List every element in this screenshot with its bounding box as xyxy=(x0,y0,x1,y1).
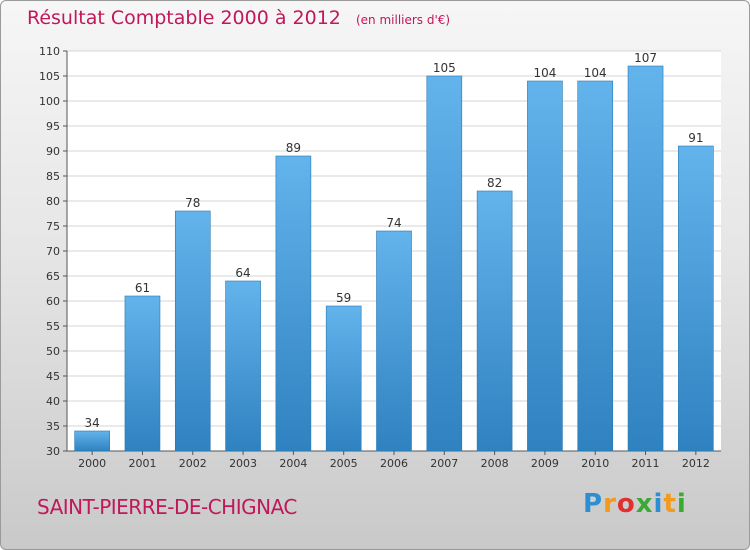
chart-unit: (en milliers d'€) xyxy=(355,13,451,27)
x-tick-label: 2001 xyxy=(128,457,156,470)
y-tick-label: 45 xyxy=(46,370,60,383)
y-tick-label: 55 xyxy=(46,320,60,333)
bar-value-label: 104 xyxy=(584,66,607,80)
y-tick-label: 40 xyxy=(46,395,60,408)
y-tick-label: 105 xyxy=(39,70,60,83)
bar xyxy=(124,295,161,452)
bar xyxy=(275,155,312,452)
y-tick-label: 95 xyxy=(46,120,60,133)
bar xyxy=(678,145,714,452)
bar xyxy=(225,280,261,452)
x-tick-label: 2002 xyxy=(179,457,207,470)
bar-value-label: 105 xyxy=(433,61,456,75)
bar-value-label: 74 xyxy=(386,216,401,230)
x-tick-label: 2000 xyxy=(78,457,106,470)
x-tick-label: 2005 xyxy=(330,457,358,470)
logo-letter: r xyxy=(603,489,617,519)
y-tick-label: 50 xyxy=(46,345,60,358)
bar-value-label: 64 xyxy=(235,266,250,280)
chart-title-block: Résultat Comptable 2000 à 2012 (en milli… xyxy=(27,7,450,29)
bar-value-label: 89 xyxy=(286,141,301,155)
proxiti-logo: Proxiti xyxy=(583,489,687,519)
y-tick-label: 100 xyxy=(39,95,60,108)
x-tick-label: 2008 xyxy=(481,457,509,470)
bar-value-label: 91 xyxy=(688,131,703,145)
bar-value-label: 104 xyxy=(533,66,556,80)
y-tick-label: 35 xyxy=(46,420,60,433)
bar-value-label: 107 xyxy=(634,51,657,65)
bar xyxy=(174,210,211,452)
bar xyxy=(426,75,463,452)
chart-title: Résultat Comptable 2000 à 2012 xyxy=(27,7,341,29)
logo-letter: o xyxy=(616,489,636,519)
bar-value-label: 34 xyxy=(85,416,100,430)
bar xyxy=(74,430,110,452)
y-tick-label: 70 xyxy=(46,245,60,258)
x-tick-label: 2007 xyxy=(430,457,458,470)
y-tick-label: 60 xyxy=(46,295,60,308)
commune-name: SAINT-PIERRE-DE-CHIGNAC xyxy=(37,495,297,519)
x-tick-label: 2006 xyxy=(380,457,408,470)
logo-letter: x xyxy=(635,489,654,519)
x-tick-label: 2012 xyxy=(682,457,710,470)
bar-value-label: 78 xyxy=(185,196,200,210)
logo-letter: i xyxy=(676,489,687,519)
x-tick-label: 2010 xyxy=(581,457,609,470)
bar-value-label: 59 xyxy=(336,291,351,305)
bar xyxy=(577,80,614,452)
bar xyxy=(476,190,513,452)
x-tick-label: 2003 xyxy=(229,457,257,470)
x-tick-label: 2004 xyxy=(279,457,307,470)
bar xyxy=(376,230,412,452)
bar xyxy=(325,305,362,452)
bar-value-label: 61 xyxy=(135,281,150,295)
logo-letter: i xyxy=(653,489,664,519)
y-tick-label: 110 xyxy=(39,45,60,58)
x-tick-label: 2009 xyxy=(531,457,559,470)
logo-letter: t xyxy=(663,489,677,519)
y-tick-label: 85 xyxy=(46,170,60,183)
bar xyxy=(627,65,664,452)
y-tick-label: 75 xyxy=(46,220,60,233)
logo-letter: P xyxy=(583,489,604,519)
y-tick-label: 90 xyxy=(46,145,60,158)
bar xyxy=(527,80,563,452)
y-tick-label: 30 xyxy=(46,445,60,458)
x-tick-label: 2011 xyxy=(632,457,660,470)
bar-value-label: 82 xyxy=(487,176,502,190)
y-tick-label: 80 xyxy=(46,195,60,208)
y-tick-label: 65 xyxy=(46,270,60,283)
